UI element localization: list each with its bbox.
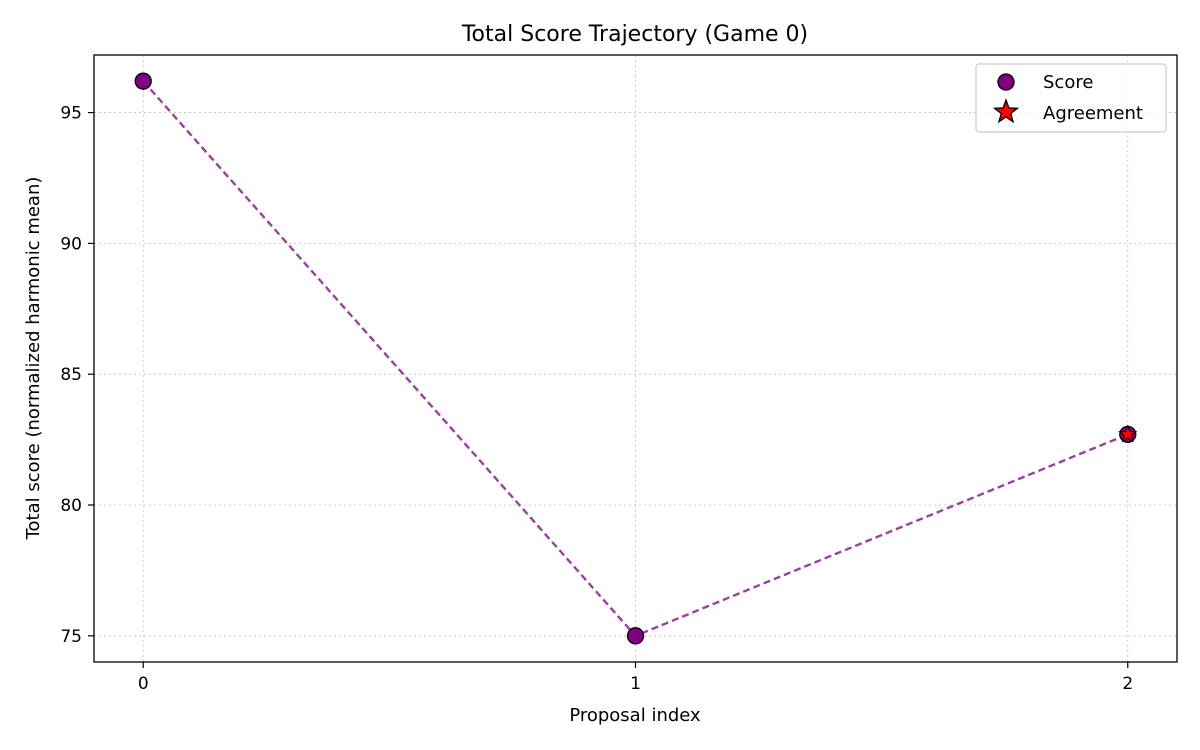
- x-axis-label: Proposal index: [569, 705, 701, 726]
- legend-score-label: Score: [1043, 72, 1093, 93]
- tick-layer: 0 1 2 75 80 85 90 95: [60, 104, 1133, 694]
- y-tick-label: 85: [60, 365, 82, 385]
- y-tick-label: 90: [60, 234, 82, 254]
- y-tick-label: 80: [60, 496, 82, 516]
- x-tick-label: 0: [138, 674, 149, 694]
- chart-title: Total Score Trajectory (Game 0): [461, 22, 808, 47]
- y-axis-label: Total score (normalized harmonic mean): [23, 177, 44, 541]
- agreement-star: [1118, 424, 1138, 443]
- y-tick-label: 75: [60, 627, 82, 647]
- x-tick-label: 2: [1122, 674, 1133, 694]
- legend-box: [975, 63, 1167, 133]
- y-tick-label: 95: [60, 104, 82, 124]
- score-point: [626, 627, 645, 645]
- legend: Score Agreement: [975, 63, 1167, 133]
- legend-agreement-marker: [992, 98, 1020, 124]
- legend-score-marker: [997, 73, 1015, 91]
- score-point: [134, 72, 152, 90]
- x-tick-label: 1: [630, 674, 641, 694]
- legend-agreement-label: Agreement: [1043, 103, 1143, 124]
- marker-layer: [134, 72, 1138, 645]
